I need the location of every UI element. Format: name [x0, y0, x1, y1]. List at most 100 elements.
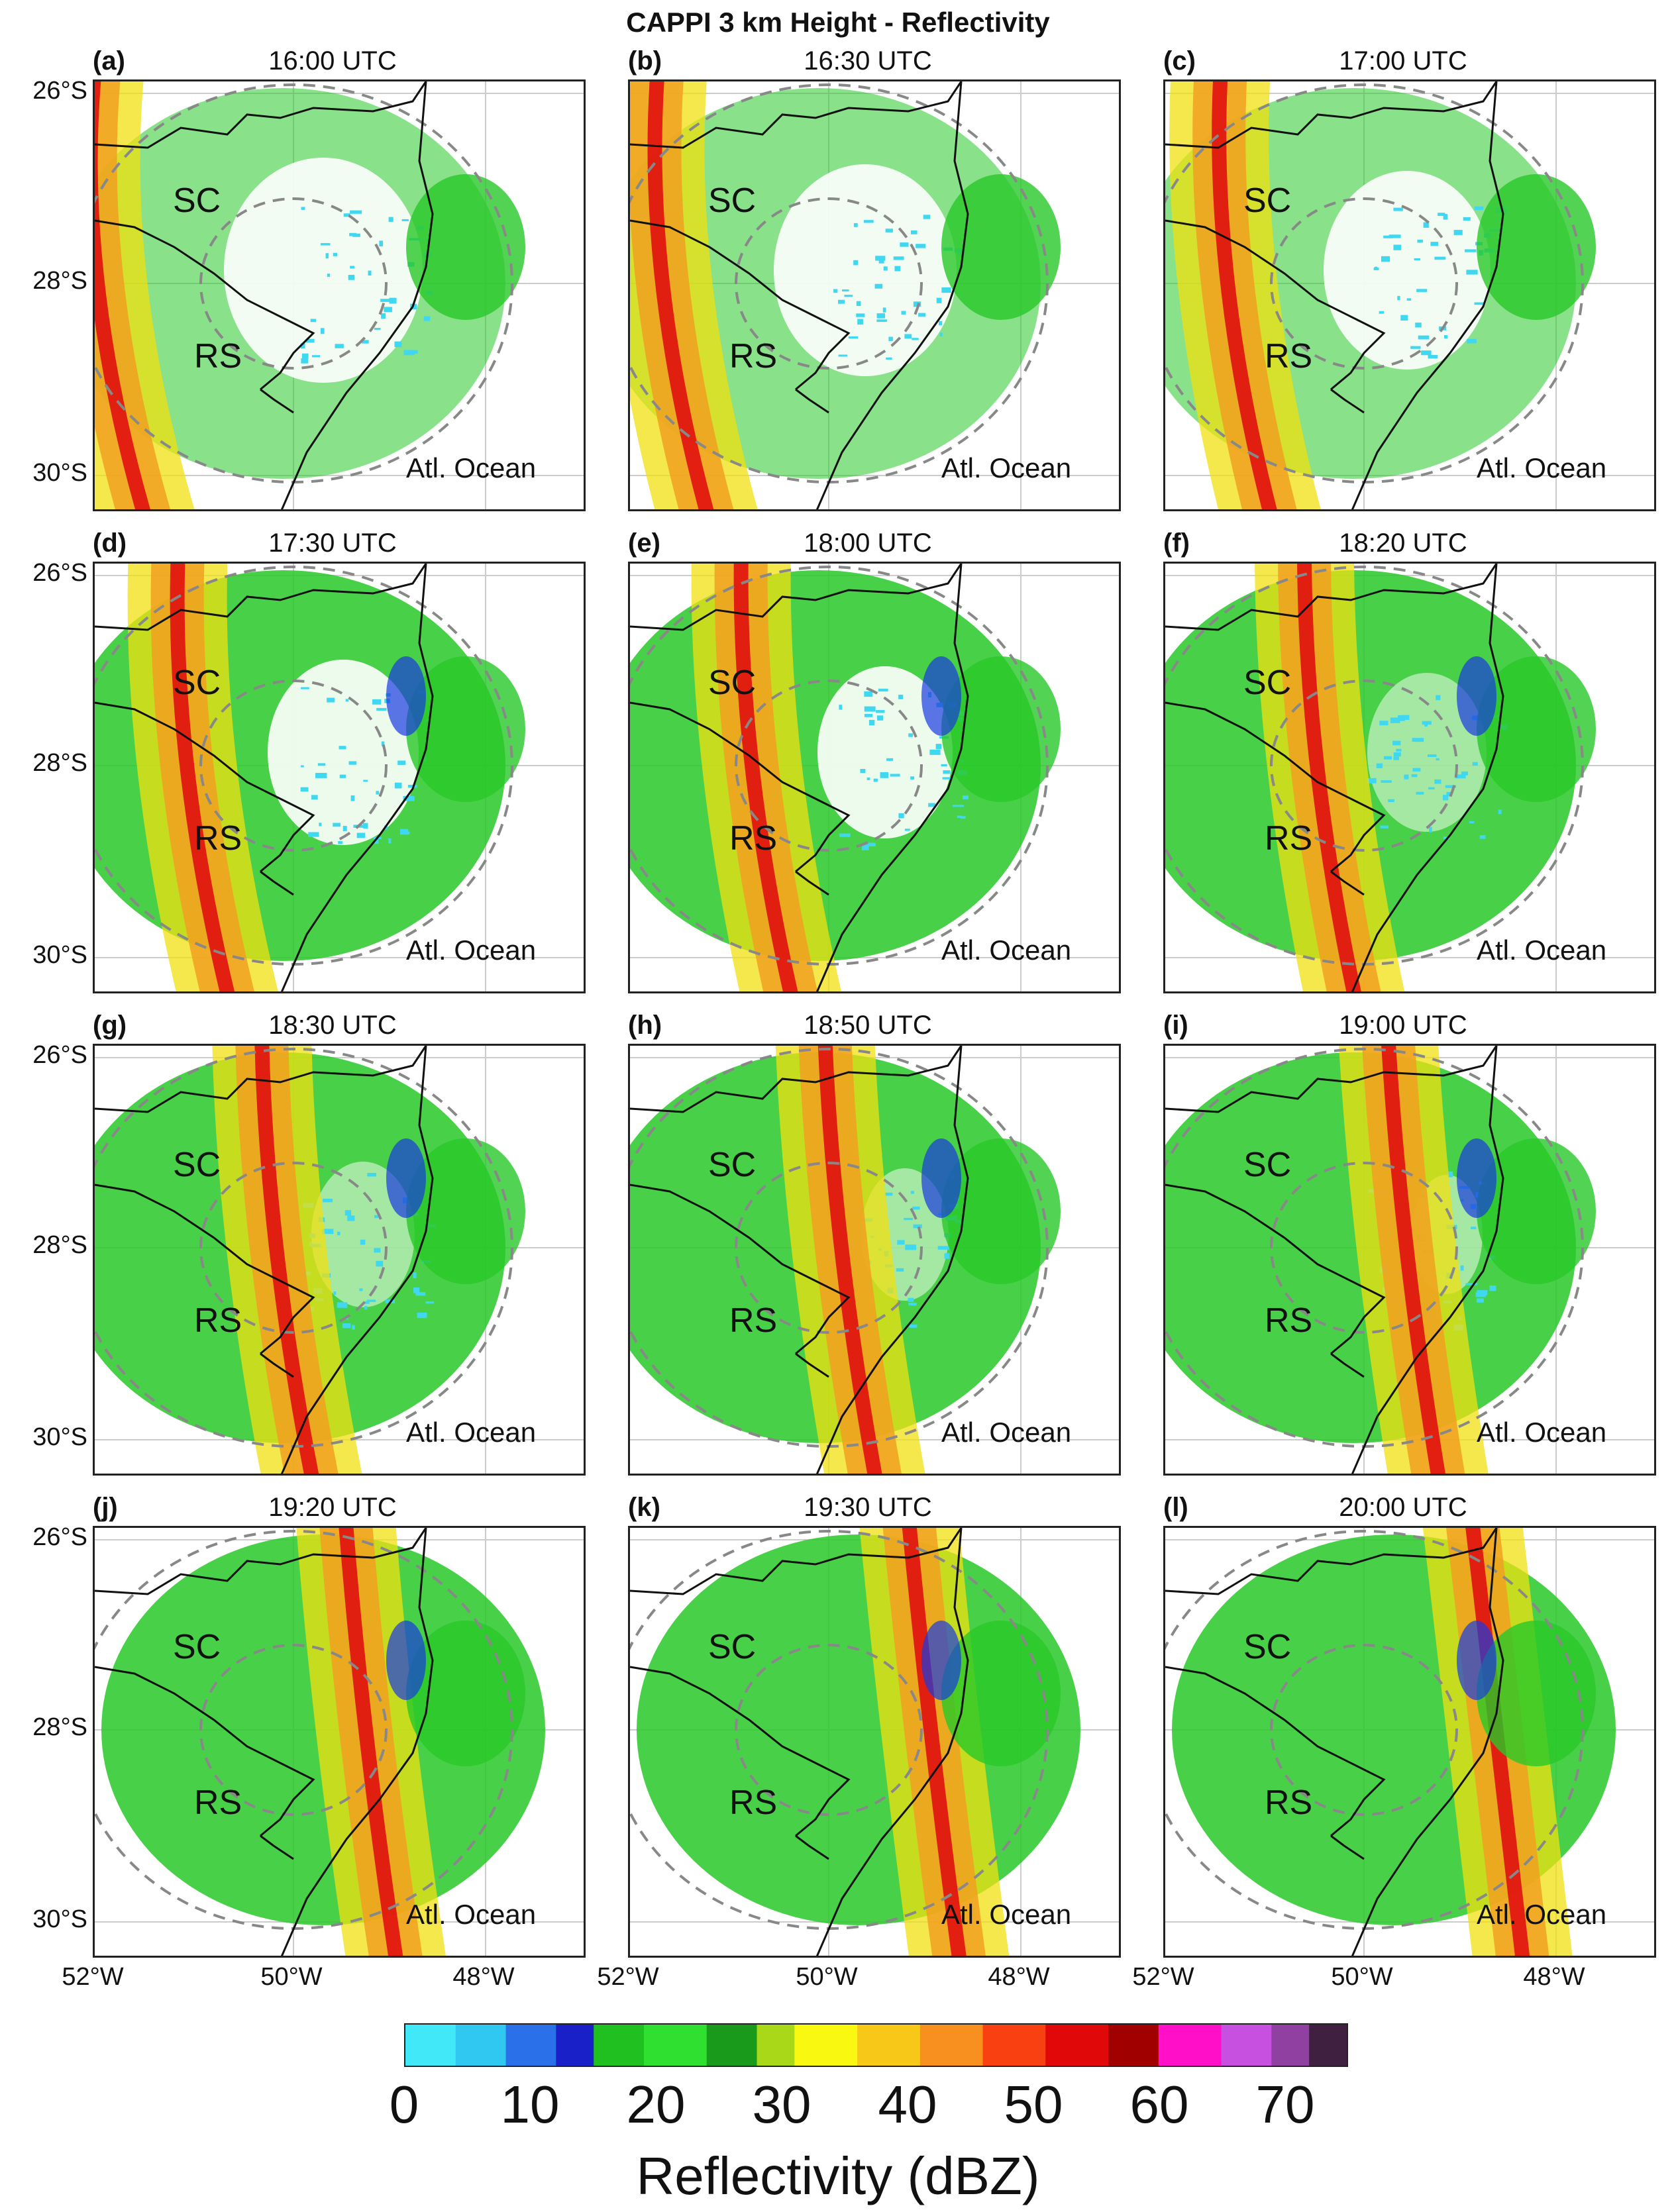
- echo-speck: [333, 823, 340, 827]
- panel-label: (j): [93, 1493, 118, 1522]
- echo-gap: [268, 660, 419, 845]
- echo-field: [630, 564, 1061, 991]
- colorbar-swatch: [556, 2025, 570, 2066]
- panel-label: (h): [628, 1011, 662, 1040]
- echo-speck: [908, 733, 913, 737]
- lon-tick-label: 52°W: [597, 1963, 659, 1991]
- colorbar-swatch: [1259, 2025, 1273, 2066]
- radar-panel: SC RS Atl. Ocean: [1163, 562, 1656, 993]
- echo-speck: [1381, 256, 1390, 262]
- echo-speck: [323, 1198, 333, 1203]
- echo-speck: [1396, 748, 1402, 752]
- coastline: [795, 870, 829, 896]
- echo-speck: [904, 829, 910, 831]
- echo-speck: [301, 353, 309, 359]
- echo-band-core: [1297, 564, 1361, 991]
- coastline: [280, 81, 434, 509]
- range-ring-inner: [735, 679, 923, 852]
- radar-panel: SC RS Atl. Ocean: [93, 1044, 586, 1476]
- coastline: [815, 564, 969, 991]
- echo-speck: [413, 1272, 417, 1279]
- echo-speck: [1460, 1265, 1464, 1271]
- radar-map: [1165, 81, 1654, 509]
- echo-speck: [363, 823, 368, 829]
- echo-speck: [864, 842, 876, 846]
- echo-speck: [1383, 235, 1393, 238]
- echo-speck: [853, 260, 859, 266]
- echo-speck: [384, 307, 392, 313]
- echo-speck: [873, 778, 878, 782]
- echo-speck: [352, 233, 360, 237]
- echo-speck: [1406, 298, 1412, 301]
- colorbar-swatch: [1334, 2025, 1347, 2066]
- echo-speck: [898, 813, 904, 819]
- colorbar-swatch: [581, 2025, 595, 2066]
- colorbar-swatch: [1083, 2025, 1097, 2066]
- echo-speck: [339, 774, 346, 778]
- echo-speck: [374, 328, 381, 330]
- label-ocean: Atl. Ocean: [941, 1899, 1072, 1930]
- echo-speck: [838, 299, 845, 304]
- echo-speck: [344, 1210, 352, 1216]
- echo-speck: [909, 1324, 917, 1328]
- coastline: [1351, 81, 1504, 509]
- colorbar-tick-label: 50: [1004, 2075, 1063, 2134]
- radar-panel: SC RS Atl. Ocean: [93, 79, 586, 511]
- label-sc: SC: [1243, 181, 1292, 220]
- echo-speck: [1414, 258, 1421, 261]
- panel-label: (g): [93, 1011, 127, 1040]
- radar-map: [1165, 1528, 1654, 1956]
- echo-speck: [897, 1240, 905, 1245]
- echo-speck: [337, 1231, 340, 1236]
- echo-speck: [364, 1305, 368, 1310]
- colorbar-swatch: [706, 2025, 720, 2066]
- range-ring-inner: [735, 197, 923, 370]
- coastline: [815, 1528, 969, 1956]
- echo-speck: [1476, 1298, 1484, 1303]
- coastline: [260, 388, 294, 414]
- label-rs: RS: [194, 1784, 242, 1822]
- echo-speck: [883, 266, 888, 271]
- echo-speck: [356, 832, 366, 838]
- radar-map: [630, 1528, 1119, 1956]
- figure-title: CAPPI 3 km Height - Reflectivity: [626, 7, 1050, 38]
- colorbar-swatch: [681, 2025, 695, 2066]
- lon-tick-label: 48°W: [452, 1963, 515, 1991]
- echo-band-core: [254, 1046, 319, 1474]
- echo-speck: [842, 289, 849, 292]
- coastline: [815, 1046, 969, 1474]
- radar-map: [630, 81, 1119, 509]
- echo-speck: [1392, 740, 1401, 746]
- echo-field: [630, 1046, 1061, 1474]
- echo-speck: [963, 795, 969, 799]
- panel-label: (f): [1163, 528, 1190, 558]
- echo-speck: [325, 253, 329, 259]
- colorbar-swatch: [668, 2025, 682, 2066]
- echo-speck: [1447, 1171, 1453, 1178]
- echo-speck: [380, 299, 392, 302]
- state-border: [630, 564, 963, 631]
- echo-speck: [912, 338, 919, 340]
- echo-speck: [311, 355, 320, 358]
- colorbar: [404, 2023, 1348, 2067]
- echo-speck: [381, 313, 386, 319]
- state-border: [95, 1528, 427, 1595]
- echo-speck: [335, 344, 344, 348]
- echo-speck: [372, 699, 382, 705]
- range-ring-inner: [199, 1644, 388, 1816]
- colorbar-tick-label: 70: [1255, 2075, 1315, 2134]
- echo-speck: [315, 773, 327, 778]
- echo-speck: [1412, 768, 1421, 772]
- lat-tick-label: 26°S: [32, 77, 87, 105]
- label-rs: RS: [1265, 1784, 1313, 1822]
- echo-cluster: [921, 1621, 961, 1700]
- panel-time: 18:20 UTC: [1339, 528, 1467, 558]
- echo-speck: [860, 768, 866, 774]
- state-border: [1165, 564, 1498, 631]
- echo-speck: [853, 223, 858, 227]
- echo-field: [101, 1528, 545, 1956]
- colorbar-tick-label: 20: [626, 2075, 686, 2134]
- echo-speck: [1461, 771, 1468, 776]
- echo-speck: [1416, 791, 1424, 795]
- echo-speck: [1471, 1227, 1477, 1230]
